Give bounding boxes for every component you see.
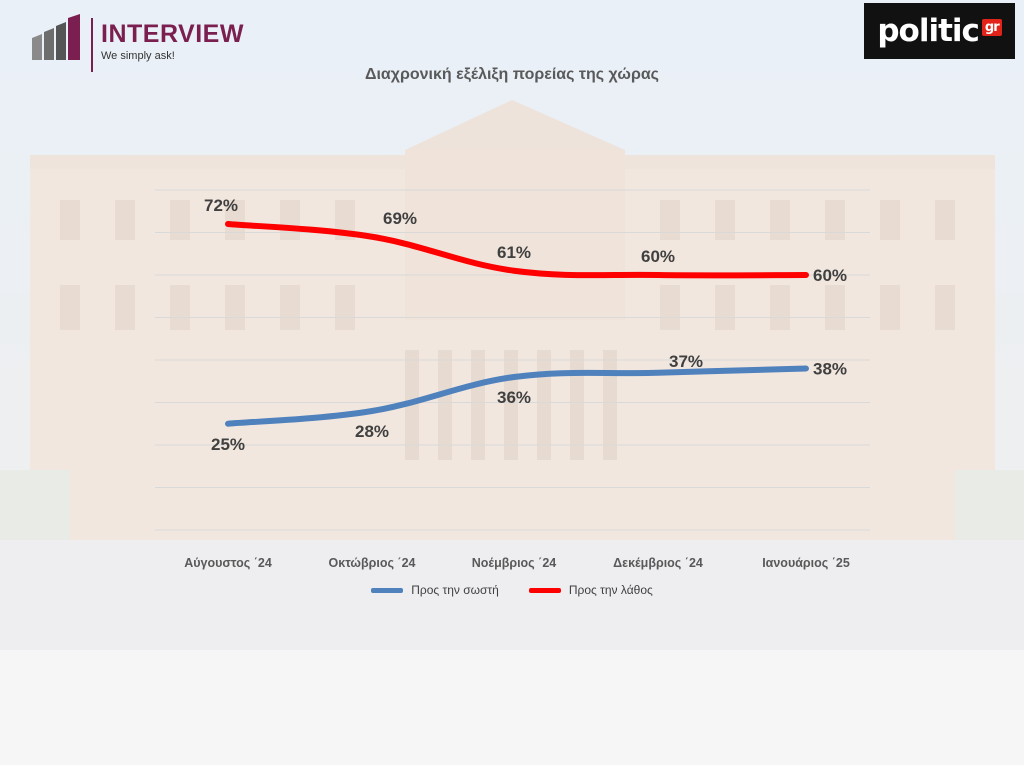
data-label: 60% xyxy=(641,247,675,266)
data-label: 72% xyxy=(204,196,238,215)
legend-label-correct: Προς την σωστή xyxy=(411,583,499,597)
series-line-correct xyxy=(225,365,809,427)
legend-swatch-wrong xyxy=(528,587,561,593)
brand-tagline: We simply ask! xyxy=(101,50,175,62)
legend-item-correct: Προς την σωστή xyxy=(371,583,499,597)
data-label: 61% xyxy=(497,243,531,262)
x-tick-label: Δεκέμβριος ΄24 xyxy=(613,556,703,570)
interview-logo: INTERVIEW We simply ask! xyxy=(30,8,260,72)
legend-label-wrong: Προς την λάθος xyxy=(568,583,653,597)
politic-logo: politic gr xyxy=(864,3,1015,59)
x-tick-label: Νοέμβριος ΄24 xyxy=(472,556,557,570)
data-label: 60% xyxy=(813,266,847,285)
series-lines xyxy=(225,221,809,427)
gridlines xyxy=(155,189,870,531)
data-label: 37% xyxy=(669,352,703,371)
x-axis-tick-labels: Αύγουστος ΄24 Οκτώβριος ΄24 Νοέμβριος ΄24 Δ… xyxy=(184,556,850,570)
x-tick-label: Ιανουάριος ΄25 xyxy=(762,556,850,570)
brand-name: INTERVIEW xyxy=(101,20,244,48)
data-label: 28% xyxy=(355,422,389,441)
data-label: 36% xyxy=(497,388,531,407)
chart-legend: Προς την σωστή Προς την λάθος xyxy=(0,583,1024,597)
data-label: 38% xyxy=(813,360,847,379)
politic-logo-text: politic xyxy=(877,13,980,49)
x-tick-label: Αύγουστος ΄24 xyxy=(184,556,272,570)
legend-item-wrong: Προς την λάθος xyxy=(528,583,653,597)
series-line-wrong xyxy=(225,221,809,279)
data-label: 25% xyxy=(211,435,245,454)
legend-swatch-correct xyxy=(371,587,404,593)
data-labels: 25% 28% 36% 37% 38% 72% 69% 61% 60% 60% xyxy=(204,196,847,454)
interview-logo-icon xyxy=(32,14,80,60)
politic-logo-suffix: gr xyxy=(981,18,1002,36)
x-tick-label: Οκτώβριος ΄24 xyxy=(329,556,416,570)
chart-title: Διαχρονική εξέλιξη πορείας της χώρας xyxy=(364,66,659,83)
data-label: 69% xyxy=(383,209,417,228)
